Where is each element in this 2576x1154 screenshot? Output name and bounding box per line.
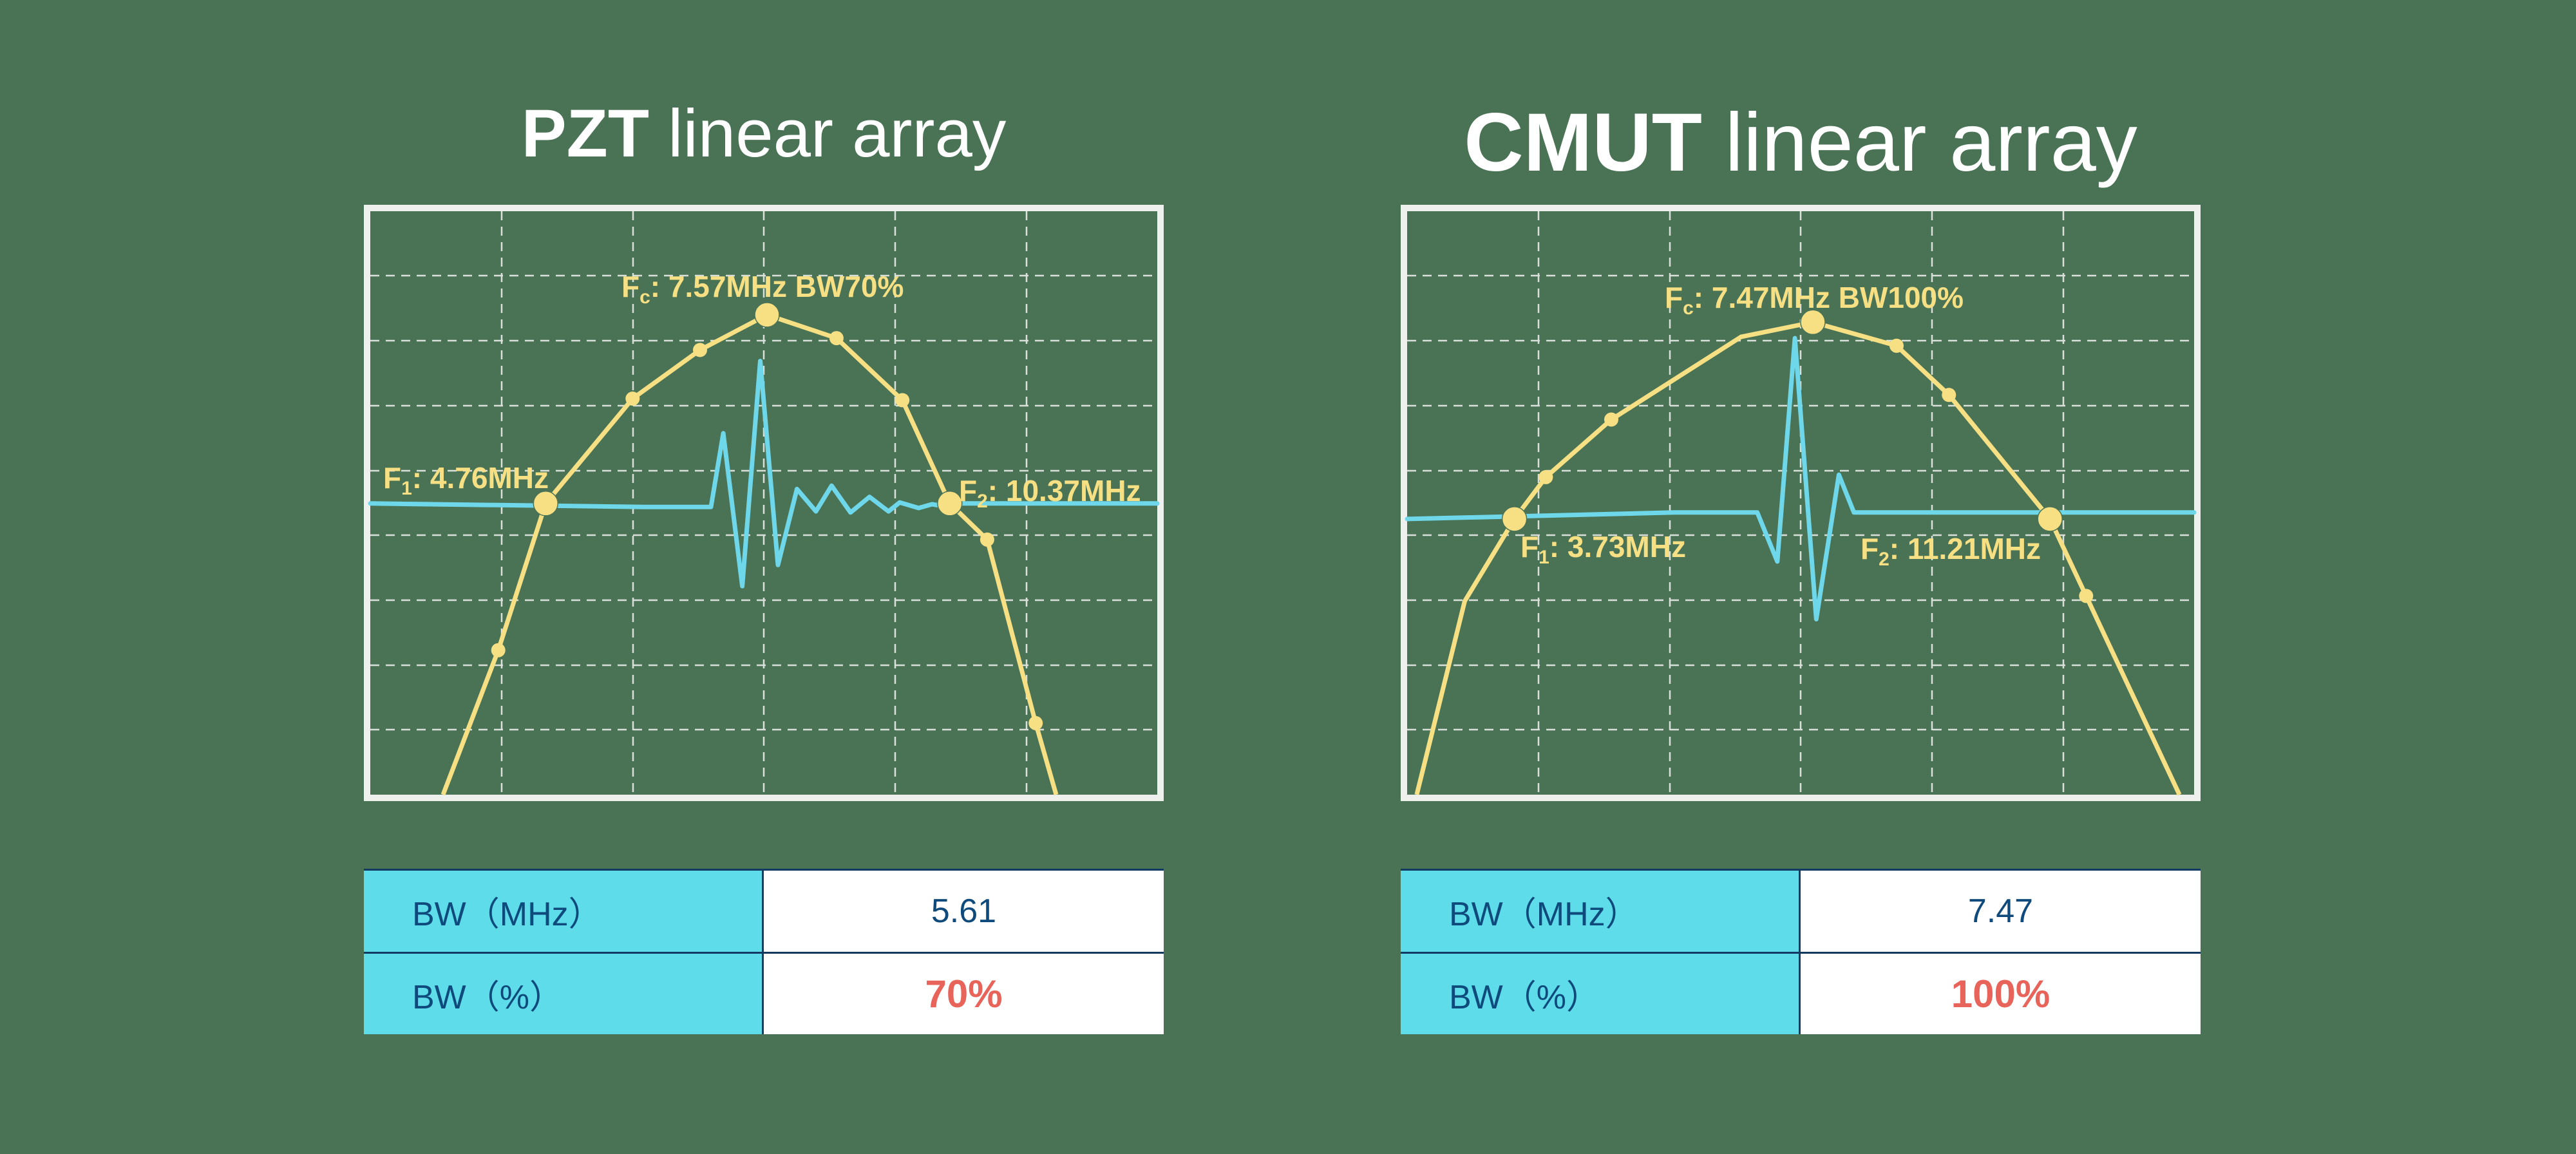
svg-text:F1: 4.76MHz: F1: 4.76MHz — [383, 461, 549, 499]
svg-text:Fc: 7.57MHz BW70%: Fc: 7.57MHz BW70% — [621, 270, 904, 308]
svg-text:F1: 3.73MHz: F1: 3.73MHz — [1520, 530, 1686, 568]
svg-text:Fc: 7.47MHz BW100%: Fc: 7.47MHz BW100% — [1665, 281, 1964, 319]
svg-text:F2: 11.21MHz: F2: 11.21MHz — [1861, 532, 2041, 570]
